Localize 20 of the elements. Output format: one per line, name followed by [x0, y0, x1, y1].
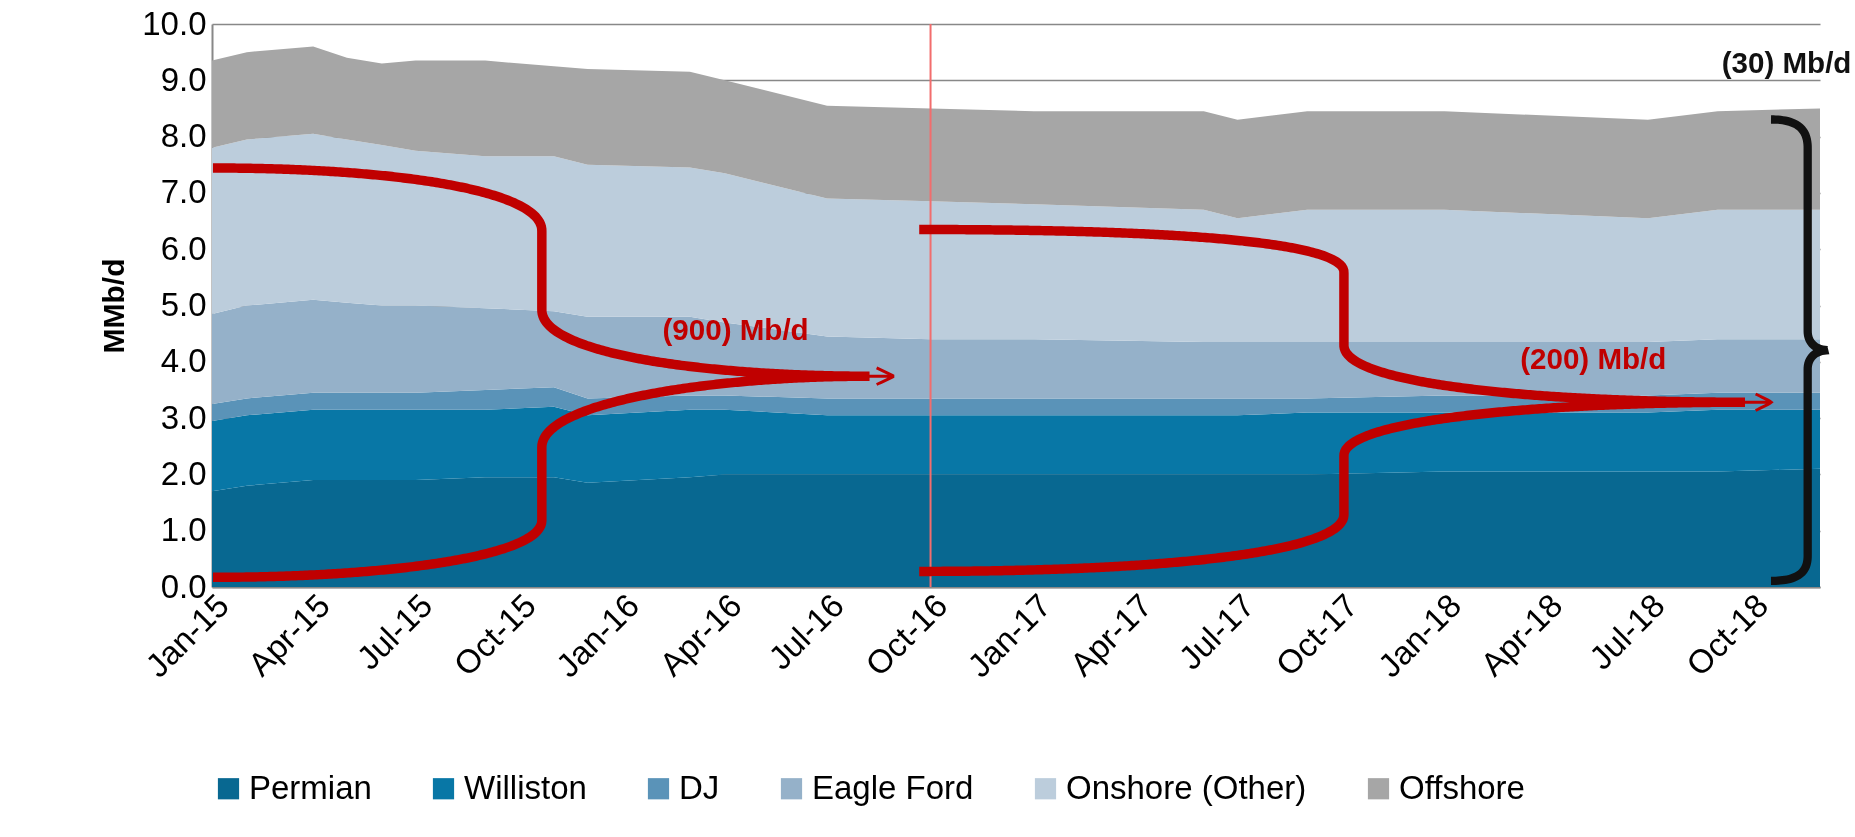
- y-tick-label: 1.0: [160, 511, 207, 549]
- y-tick-label: 4.0: [160, 342, 207, 380]
- y-tick-label: 6.0: [160, 229, 207, 267]
- legend-label: Eagle Ford: [812, 768, 974, 806]
- y-tick-label: 3.0: [160, 398, 207, 436]
- y-tick-label: 10.0: [142, 4, 207, 42]
- legend-label: Onshore (Other): [1066, 768, 1307, 806]
- legend-label: Offshore: [1399, 768, 1525, 806]
- y-tick-label: 9.0: [160, 60, 207, 98]
- y-tick-label: 2.0: [160, 454, 207, 492]
- y-tick-label: 5.0: [160, 286, 207, 323]
- annotation: (200) Mb/d: [1520, 342, 1667, 376]
- y-tick-label: 8.0: [160, 117, 207, 155]
- annotation: (900) Mb/d: [662, 312, 809, 346]
- legend-label: Williston: [464, 768, 587, 806]
- y-tick-label: 7.0: [160, 173, 207, 211]
- legend-label: Permian: [249, 768, 372, 806]
- legend-label: DJ: [679, 768, 720, 806]
- y-axis-title: MMb/d: [97, 258, 131, 354]
- annotation: (30) Mb/d: [1721, 46, 1852, 80]
